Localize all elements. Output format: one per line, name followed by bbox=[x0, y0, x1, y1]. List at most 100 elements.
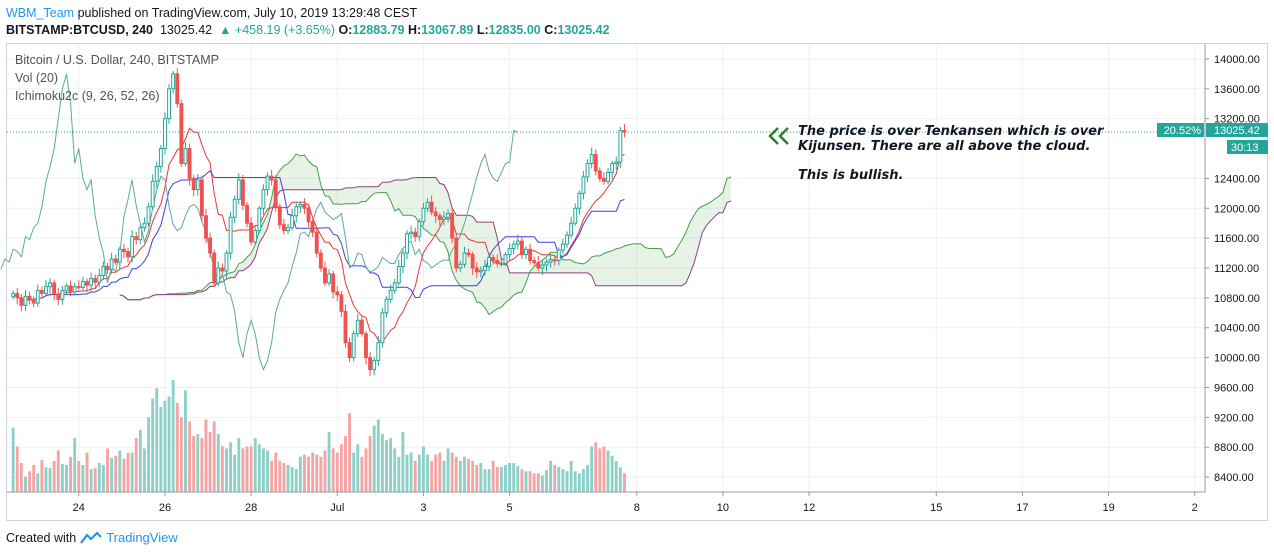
candle-body bbox=[97, 274, 102, 283]
candle bbox=[167, 84, 171, 124]
candle-body bbox=[138, 227, 143, 241]
candle-body bbox=[532, 260, 537, 264]
volume-bar bbox=[598, 448, 602, 492]
candle bbox=[335, 286, 340, 302]
candle bbox=[273, 175, 278, 212]
candle bbox=[101, 261, 106, 281]
volume-bar bbox=[372, 425, 376, 492]
candle-body bbox=[421, 207, 426, 223]
candle-body bbox=[339, 294, 344, 312]
volume-bar bbox=[557, 467, 561, 492]
candle bbox=[39, 286, 44, 297]
candle bbox=[528, 243, 533, 265]
candle bbox=[68, 280, 73, 297]
candle-body bbox=[298, 204, 303, 208]
candle-body bbox=[121, 248, 126, 253]
candle-body bbox=[618, 130, 623, 163]
candle bbox=[478, 266, 483, 278]
candle-body bbox=[548, 259, 553, 263]
candle-body bbox=[581, 176, 586, 194]
candle bbox=[261, 184, 266, 215]
candle bbox=[290, 208, 295, 231]
candle-body bbox=[359, 319, 364, 335]
legend-volume[interactable]: Vol (20) bbox=[15, 71, 59, 85]
volume-bar bbox=[573, 471, 577, 492]
candle bbox=[310, 219, 315, 237]
candle-body bbox=[335, 291, 340, 296]
candle-body bbox=[302, 204, 307, 209]
percent-badge: 20.52% bbox=[1164, 125, 1202, 137]
volume-bar bbox=[77, 460, 81, 492]
candle bbox=[150, 174, 155, 210]
author-link[interactable]: WBM_Team bbox=[6, 6, 75, 20]
candle bbox=[425, 198, 430, 212]
candle bbox=[19, 294, 24, 312]
candle bbox=[577, 190, 582, 215]
candle bbox=[27, 291, 32, 305]
volume-bar bbox=[594, 442, 598, 492]
candle-body bbox=[507, 248, 512, 256]
candle-body bbox=[400, 252, 405, 268]
low-value: 12835.00 bbox=[488, 23, 541, 37]
candle bbox=[413, 227, 418, 242]
volume-bar bbox=[32, 465, 36, 492]
candle-body bbox=[491, 257, 496, 262]
volume-bar bbox=[290, 467, 294, 492]
volume-bar bbox=[147, 417, 150, 492]
candle bbox=[109, 252, 114, 274]
candle-body bbox=[236, 179, 241, 200]
tradingview-brand[interactable]: TradingView bbox=[106, 530, 178, 545]
candle bbox=[470, 251, 475, 275]
candle bbox=[298, 201, 303, 214]
senkou-span-a bbox=[119, 153, 732, 316]
candle-body bbox=[117, 248, 122, 263]
volume-bar bbox=[24, 476, 27, 492]
candle-body bbox=[450, 212, 455, 239]
volume-bars bbox=[11, 380, 626, 492]
volume-bar bbox=[216, 433, 220, 492]
price-tick-label: 8800.00 bbox=[1214, 442, 1254, 454]
volume-bar bbox=[504, 465, 507, 492]
volume-bar bbox=[188, 421, 192, 492]
candle bbox=[597, 167, 602, 183]
candle bbox=[306, 203, 311, 228]
volume-bar bbox=[36, 473, 40, 492]
candle-body bbox=[56, 293, 61, 300]
countdown-badge-bg bbox=[1227, 140, 1268, 154]
price-tick-label: 9200.00 bbox=[1214, 412, 1254, 424]
volume-bar bbox=[434, 454, 438, 492]
created-with-label: Created with bbox=[6, 530, 77, 545]
volume-bar bbox=[606, 450, 610, 492]
candle bbox=[97, 268, 102, 288]
candle bbox=[212, 249, 217, 287]
candle bbox=[618, 126, 623, 168]
candle-body bbox=[31, 298, 36, 304]
volume-bar bbox=[561, 469, 565, 492]
candle-body bbox=[331, 273, 336, 293]
volume-bar bbox=[413, 460, 417, 492]
candle-body bbox=[446, 212, 450, 218]
volume-bar bbox=[356, 444, 360, 492]
time-tick-label: 2 bbox=[1192, 502, 1198, 514]
candle bbox=[474, 262, 479, 279]
candle bbox=[565, 231, 569, 248]
candle-body bbox=[175, 73, 180, 105]
volume-bar bbox=[545, 470, 548, 492]
candle-body bbox=[286, 227, 290, 232]
candle bbox=[507, 243, 512, 262]
candle-body bbox=[602, 177, 606, 182]
legend-ichimoku[interactable]: Ichimoku2c (9, 26, 52, 26) bbox=[15, 89, 160, 103]
candle-body bbox=[417, 221, 422, 238]
open-label: O: bbox=[338, 23, 353, 37]
volume-bar bbox=[524, 471, 528, 492]
candle bbox=[76, 280, 81, 291]
candle-body bbox=[515, 240, 520, 245]
candle bbox=[536, 255, 541, 271]
candle bbox=[216, 261, 221, 287]
candle-body bbox=[544, 261, 549, 266]
volume-bar bbox=[56, 450, 60, 492]
candle-body bbox=[405, 233, 409, 254]
candle-body bbox=[68, 285, 73, 293]
tradingview-logo-icon bbox=[80, 530, 102, 544]
